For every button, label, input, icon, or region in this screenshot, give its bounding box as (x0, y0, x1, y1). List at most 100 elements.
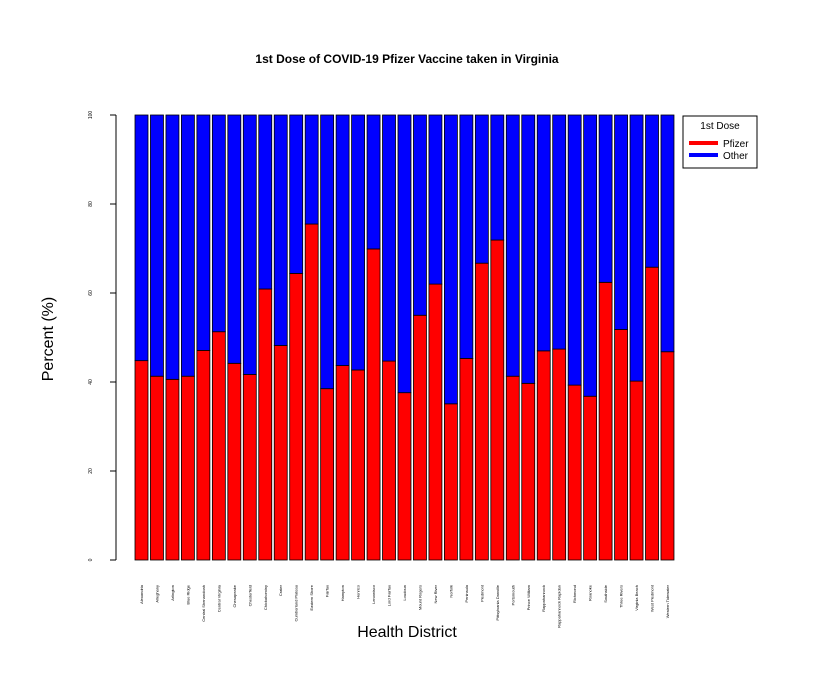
bar-pfizer (459, 358, 474, 561)
x-tick-label: Alexandria (139, 584, 144, 604)
bar-other (320, 114, 335, 390)
bar-pfizer (227, 362, 242, 561)
x-tick-label: Chickahominy (263, 585, 268, 610)
bar-other (598, 114, 613, 283)
bar-pfizer (567, 384, 582, 561)
bar-pfizer (150, 375, 164, 561)
bar-pfizer (351, 369, 365, 561)
x-tick-label: Western Tidewater (665, 584, 670, 618)
bar-pfizer (181, 375, 195, 561)
bar-other (660, 114, 675, 353)
bar-pfizer (304, 223, 319, 561)
bar-pfizer (536, 350, 551, 561)
bar-pfizer (320, 388, 335, 561)
legend-title: 1st Dose (700, 121, 740, 132)
bar-other (645, 114, 659, 268)
bar-pfizer (443, 403, 458, 561)
bar-other (583, 114, 598, 397)
bar-other (227, 114, 242, 364)
y-tick-label: 80 (88, 201, 94, 207)
x-tick-label: Rappahannock (541, 585, 546, 612)
bar-pfizer (505, 375, 520, 561)
legend: 1st Dose Pfizer Other (682, 115, 758, 169)
x-tick-label: Cumberland Plateau (294, 585, 299, 621)
bar-pfizer (428, 283, 443, 561)
x-tick-label: Fairfax (325, 585, 330, 597)
x-tick-label: Pittsylvania Danville (495, 584, 500, 620)
bar-pfizer (165, 378, 180, 561)
bar-other (629, 114, 644, 382)
x-tick-label: Chesterfield (247, 585, 252, 606)
bar-pfizer (598, 281, 613, 561)
y-tick-label: 60 (88, 290, 94, 296)
bar-pfizer (382, 360, 396, 561)
bar-pfizer (490, 239, 505, 561)
bar-other (614, 114, 628, 330)
bar-pfizer (134, 360, 149, 561)
x-tick-label: Norfolk (448, 585, 453, 598)
y-axis-title: Percent (%) (40, 297, 57, 381)
x-tick-label: Central Shenandoah (201, 585, 206, 622)
bar-other (567, 114, 582, 386)
bar-pfizer (660, 351, 675, 561)
bar-other (382, 114, 396, 362)
bar-pfizer (521, 382, 536, 561)
x-tick-label: West Piedmont (650, 584, 655, 612)
x-tick-label: Central Virginia (216, 584, 221, 612)
category-labels: Alexandria Alleghany Arlington Blue Ridge Ce… (139, 584, 670, 628)
x-tick-label: Portsmouth (510, 585, 515, 605)
legend-label-pfizer: Pfizer (723, 139, 749, 150)
bar-other (134, 114, 149, 362)
x-tick-label: Arlington (170, 585, 175, 601)
bars-group (134, 114, 675, 561)
bar-other (150, 114, 164, 377)
x-tick-label: Peninsula (464, 584, 469, 602)
bar-other (521, 114, 536, 384)
x-tick-label: Three Rivers (619, 585, 624, 608)
x-tick-label: Blue Ridge (185, 584, 190, 604)
bar-pfizer (242, 374, 257, 561)
bar-other (273, 114, 288, 346)
x-tick-label: Henrico (356, 584, 361, 599)
bar-pfizer (289, 273, 304, 561)
bar-pfizer (645, 266, 659, 561)
chart-title: 1st Dose of COVID-19 Pfizer Vaccine take… (255, 52, 559, 66)
bar-other (211, 114, 226, 333)
x-tick-label: Southside (603, 584, 608, 603)
y-tick-label: 100 (88, 111, 94, 120)
x-tick-label: Piedmont (479, 584, 484, 602)
bar-pfizer (397, 392, 412, 561)
bar-pfizer (474, 262, 489, 561)
bar-other (536, 114, 551, 352)
bar-pfizer (273, 345, 288, 561)
bar-other (413, 114, 427, 316)
bar-other (335, 114, 350, 366)
bar-other (443, 114, 458, 405)
x-axis-title: Health District (357, 624, 457, 641)
x-tick-label: Crater (278, 584, 283, 596)
y-tick-label: 40 (88, 379, 94, 385)
bar-other (505, 114, 520, 377)
bar-other (428, 114, 443, 285)
bar-other (351, 114, 365, 371)
bar-other (474, 114, 489, 264)
bar-other (196, 114, 211, 351)
bar-other (181, 114, 195, 377)
x-tick-label: Rappahannock Rapidan (557, 585, 562, 628)
bar-other (165, 114, 180, 380)
bar-pfizer (366, 248, 381, 561)
y-axis: 0 20 40 60 80 100 (88, 111, 117, 561)
x-tick-label: Mount Rogers (417, 585, 422, 610)
x-tick-label: Prince William (526, 584, 531, 610)
legend-label-other: Other (723, 151, 749, 162)
x-tick-label: Richmond (572, 585, 577, 603)
x-tick-label: Lord Fairfax (387, 585, 392, 606)
bar-other (289, 114, 304, 274)
x-tick-label: Virginia Beach (634, 585, 639, 611)
x-tick-label: Roanoke (588, 584, 593, 601)
legend-box (682, 115, 758, 169)
bar-other (552, 114, 567, 350)
x-tick-label: Loudoun (402, 585, 407, 601)
bar-pfizer (413, 314, 427, 561)
x-tick-label: New River (433, 584, 438, 603)
